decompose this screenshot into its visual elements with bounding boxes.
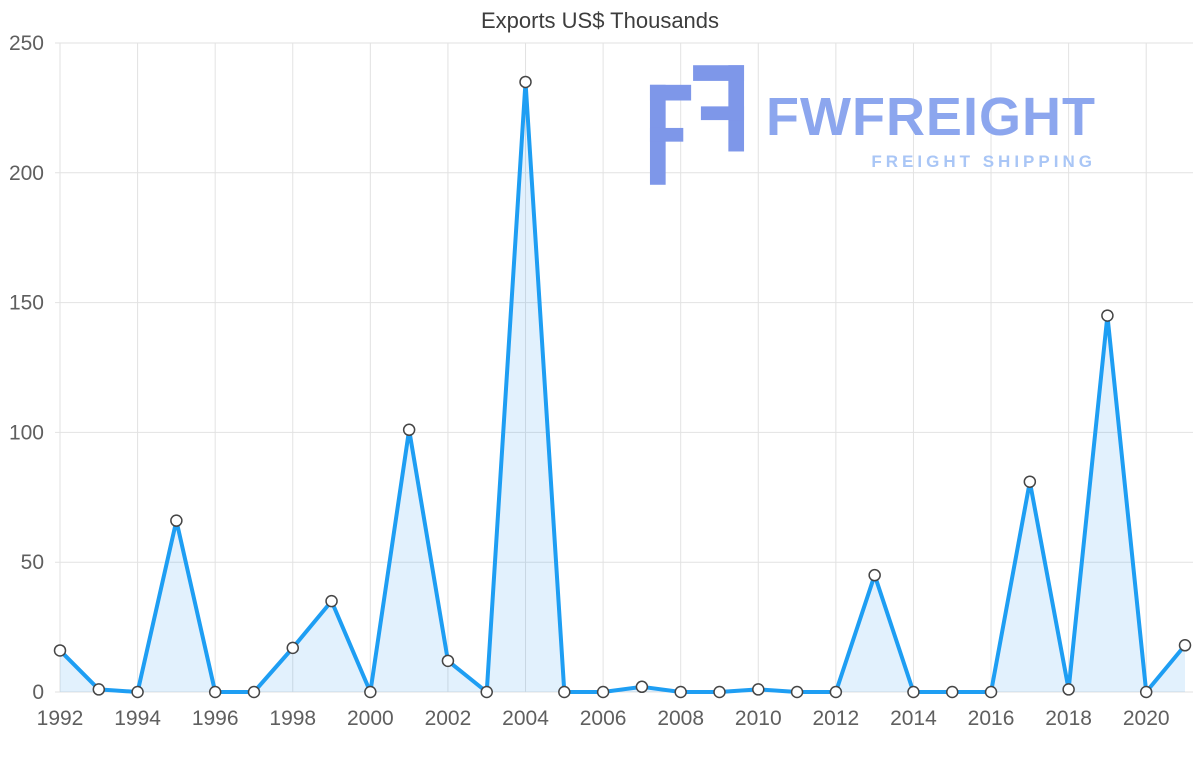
fwfreight-logo-icon — [649, 65, 745, 185]
svg-text:2010: 2010 — [735, 707, 782, 730]
svg-text:1992: 1992 — [37, 707, 84, 730]
watermark-text-block: FWFREIGHT FREIGHT SHIPPING — [766, 64, 1096, 172]
svg-text:2006: 2006 — [580, 707, 627, 730]
svg-text:2014: 2014 — [890, 707, 937, 730]
svg-text:2002: 2002 — [425, 707, 472, 730]
svg-text:0: 0 — [32, 681, 44, 704]
svg-text:150: 150 — [9, 292, 44, 315]
svg-text:100: 100 — [9, 421, 44, 444]
svg-text:2018: 2018 — [1045, 707, 1092, 730]
svg-text:2012: 2012 — [813, 707, 860, 730]
svg-text:1998: 1998 — [269, 707, 316, 730]
svg-text:2000: 2000 — [347, 707, 394, 730]
svg-text:250: 250 — [9, 32, 44, 55]
svg-text:50: 50 — [21, 551, 44, 574]
watermark: FWFREIGHT FREIGHT SHIPPING — [648, 64, 1096, 186]
svg-text:2008: 2008 — [657, 707, 704, 730]
svg-text:2004: 2004 — [502, 707, 549, 730]
chart-title: Exports US$ Thousands — [480, 8, 720, 33]
svg-text:2016: 2016 — [968, 707, 1015, 730]
watermark-brand-text: FWFREIGHT — [766, 87, 1096, 147]
svg-text:1996: 1996 — [192, 707, 239, 730]
svg-text:200: 200 — [9, 162, 44, 185]
svg-text:2020: 2020 — [1123, 707, 1170, 730]
svg-text:1994: 1994 — [114, 707, 161, 730]
watermark-tagline-text: FREIGHT SHIPPING — [871, 152, 1096, 171]
